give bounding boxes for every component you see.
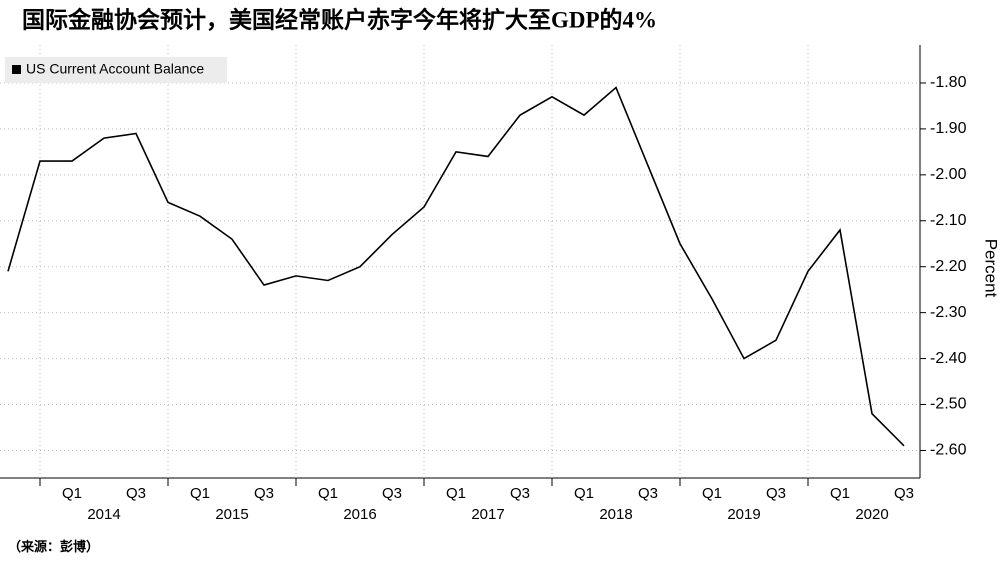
y-tick-label: -2.40 [930,350,967,367]
legend-swatch [12,65,21,74]
y-tick-label: -1.80 [930,74,967,91]
y-axis-title: Percent [982,239,1001,298]
x-tick-label: Q1 [190,485,210,502]
x-tick-label: Q3 [382,485,402,502]
x-tick-label: Q3 [254,485,274,502]
y-tick-label: -2.10 [930,212,967,229]
y-tick-label: -1.90 [930,120,967,137]
source-note: （来源：彭博） [8,539,99,554]
year-label: 2014 [87,506,120,523]
x-tick-label: Q3 [638,485,658,502]
x-tick-label: Q3 [510,485,530,502]
y-tick-label: -2.00 [930,166,967,183]
chart-title: 国际金融协会预计，美国经常账户赤字今年将扩大至GDP的4% [22,6,657,32]
x-tick-label: Q3 [894,485,914,502]
year-label: 2018 [599,506,632,523]
x-tick-label: Q1 [446,485,466,502]
x-tick-label: Q3 [766,485,786,502]
y-tick-label: -2.50 [930,396,967,413]
y-tick-label: -2.20 [930,258,967,275]
y-tick-label: -2.30 [930,304,967,321]
x-tick-label: Q3 [126,485,146,502]
year-label: 2017 [471,506,504,523]
year-label: 2019 [727,506,760,523]
series-line [7,86,905,447]
year-label: 2016 [343,506,376,523]
y-tick-label: -2.60 [930,442,967,459]
legend-label: US Current Account Balance [26,61,204,77]
year-label: 2015 [215,506,248,523]
x-tick-label: Q1 [62,485,82,502]
x-tick-label: Q1 [574,485,594,502]
x-tick-label: Q1 [702,485,722,502]
year-label: 2020 [855,506,888,523]
x-tick-label: Q1 [830,485,850,502]
x-tick-label: Q1 [318,485,338,502]
legend-box [5,57,227,83]
